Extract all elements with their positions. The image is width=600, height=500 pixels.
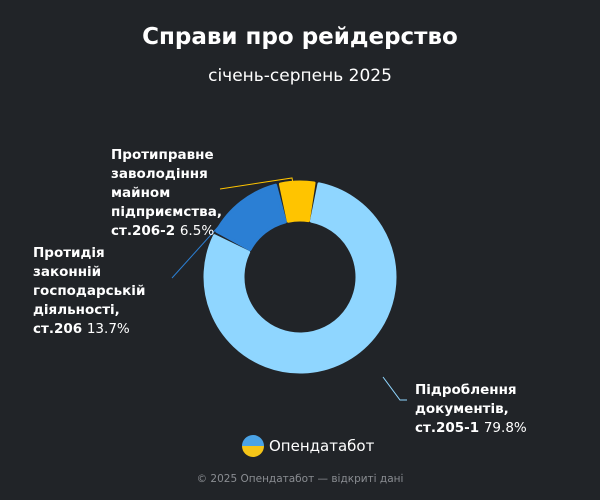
leader-line-1 [171,216,233,279]
donut-slice-0 [203,182,397,374]
label-slice-2: Протиправне заволодіння майном підприємс… [111,147,222,239]
footer: © 2025 Опендатабот — відкриті дані [196,473,404,485]
leader-line-2 [219,177,294,190]
label-slice-0: Підроблення документів, ст.205-1 79.8% [415,382,527,436]
logo-text: Опендатабот [269,437,375,455]
chart-subtitle: січень-серпень 2025 [208,66,392,86]
label-slice-1: Протидія законній господарській діяльнос… [33,245,146,337]
donut-slice-1 [215,183,287,252]
leader-line-0 [382,376,407,401]
chart-title: Справи про рейдерство [142,24,458,50]
logo-icon [242,435,264,457]
donut-slice-2 [278,180,316,223]
brand-logo: Опендатабот [242,435,374,457]
